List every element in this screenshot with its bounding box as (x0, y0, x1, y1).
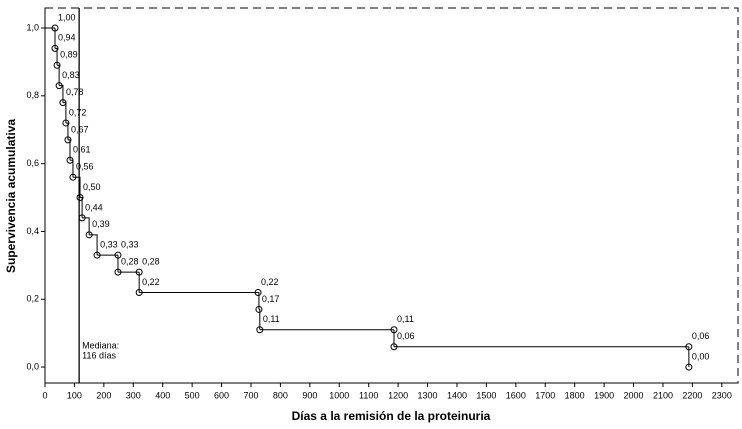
censor-marker (390, 326, 398, 334)
step-line (57, 64, 60, 86)
censor-marker (66, 156, 74, 164)
censor-marker (255, 305, 263, 313)
x-tick-label: 1900 (594, 390, 614, 400)
data-label: 0,33 (100, 240, 118, 250)
step-line (55, 47, 58, 66)
x-tick-label: 1400 (447, 390, 467, 400)
censor-marker (685, 343, 693, 351)
data-label: 0,39 (92, 219, 110, 229)
x-tick-label: 900 (302, 390, 317, 400)
censor-marker (69, 173, 77, 181)
step-line (82, 217, 90, 235)
y-axis-label: Supervivencia acumulativa (4, 119, 18, 273)
censor-marker (51, 44, 59, 52)
data-label: 0,28 (142, 257, 160, 267)
censor-marker (78, 214, 86, 222)
censor-marker (53, 61, 61, 69)
data-label: 0,67 (71, 124, 89, 134)
data-label: 0,22 (142, 277, 160, 287)
median-label: Mediana: (82, 340, 119, 350)
step-line (80, 197, 83, 218)
censor-marker (256, 326, 264, 334)
x-tick-label: 400 (155, 390, 170, 400)
x-tick-label: 800 (273, 390, 288, 400)
x-axis-label: Días a la remisión de la proteinuria (292, 409, 491, 423)
y-tick-label: 0,6 (26, 158, 39, 168)
data-label: 0,56 (76, 162, 94, 172)
data-label: 0,33 (121, 240, 139, 250)
data-label: 0,78 (66, 87, 84, 97)
data-label: 0,28 (121, 257, 139, 267)
x-tick-label: 2000 (624, 390, 644, 400)
median-label: 116 días (82, 350, 116, 360)
x-tick-label: 300 (126, 390, 141, 400)
x-tick-label: 2300 (712, 390, 732, 400)
step-line (258, 291, 260, 310)
step-line (65, 122, 69, 140)
x-tick-label: 2100 (653, 390, 673, 400)
censor-marker (254, 288, 262, 296)
x-tick-label: 200 (96, 390, 111, 400)
x-tick-label: 100 (67, 390, 82, 400)
x-tick-label: 2200 (682, 390, 702, 400)
y-tick-label: 1,0 (26, 22, 39, 32)
data-label: 0,00 (692, 351, 710, 361)
y-tick-label: 0,2 (26, 294, 39, 304)
censor-marker (135, 268, 143, 276)
censor-marker (59, 99, 67, 107)
censor-marker (390, 343, 398, 351)
x-tick-label: 1600 (506, 390, 526, 400)
data-label: 0,06 (692, 331, 710, 341)
data-label: 0,22 (261, 277, 279, 287)
censor-marker (114, 251, 122, 259)
data-label: 0,61 (73, 145, 91, 155)
step-line (67, 139, 71, 161)
data-label: 0,11 (263, 314, 280, 324)
y-tick-label: 0,4 (26, 226, 39, 236)
x-tick-label: 0 (42, 390, 47, 400)
data-label: 0,83 (62, 70, 80, 80)
data-label: 0,11 (397, 314, 414, 324)
x-tick-label: 500 (185, 390, 200, 400)
data-label: 0,94 (58, 33, 76, 43)
x-tick-label: 1800 (565, 390, 585, 400)
data-label: 0,89 (60, 50, 78, 60)
censor-marker (51, 24, 59, 32)
x-tick-label: 600 (214, 390, 229, 400)
x-tick-label: 1500 (476, 390, 496, 400)
data-label: 0,50 (83, 182, 101, 192)
data-label: 0,44 (85, 202, 103, 212)
x-tick-label: 700 (243, 390, 258, 400)
censor-marker (135, 288, 143, 296)
data-label: 0,17 (262, 294, 280, 304)
data-label: 0,72 (69, 107, 87, 117)
data-label: 1,00 (58, 12, 76, 22)
y-tick-label: 0,0 (26, 361, 39, 371)
step-line (258, 308, 261, 330)
x-tick-label: 1700 (535, 390, 555, 400)
x-tick-label: 1300 (418, 390, 438, 400)
censor-marker (114, 268, 122, 276)
censor-marker (76, 194, 84, 202)
censor-marker (93, 251, 101, 259)
censor-marker (85, 231, 93, 239)
x-tick-label: 1100 (359, 390, 378, 400)
step-line (59, 85, 64, 103)
x-tick-label: 1200 (388, 390, 408, 400)
censor-marker (685, 363, 693, 371)
data-label: 0,06 (397, 331, 415, 341)
x-tick-label: 1000 (329, 390, 349, 400)
censor-marker (62, 119, 70, 127)
y-tick-label: 0,8 (26, 90, 39, 100)
censor-marker (64, 136, 72, 144)
step-line (72, 176, 81, 198)
censor-marker (55, 82, 63, 90)
